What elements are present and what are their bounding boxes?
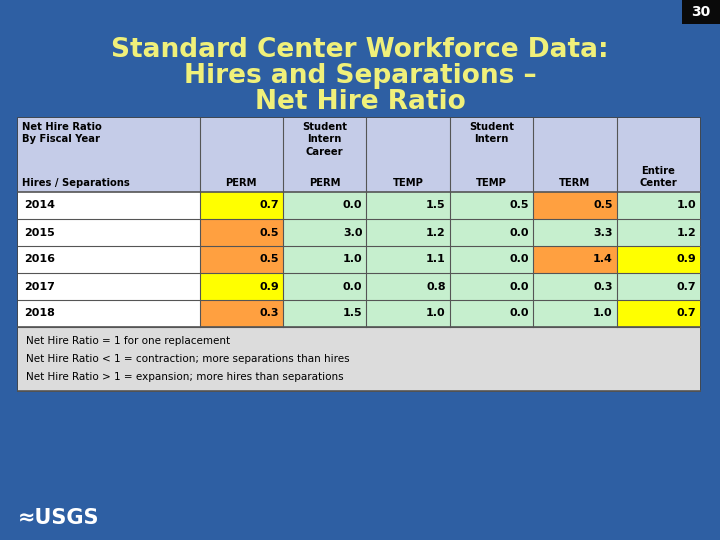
Bar [534,219,616,246]
Text: ≈USGS: ≈USGS [18,508,99,528]
Text: 0.7: 0.7 [676,281,696,292]
Text: TERM: TERM [559,178,590,188]
Text: 0.8: 0.8 [426,281,446,292]
Text: 3.0: 3.0 [343,227,362,238]
Bar [18,192,199,219]
Text: Standard Center Workforce Data:: Standard Center Workforce Data: [111,37,609,63]
Text: 1.5: 1.5 [343,308,362,319]
Text: 1.0: 1.0 [343,254,362,265]
Text: Hires / Separations: Hires / Separations [22,178,130,188]
Text: 0.0: 0.0 [510,281,529,292]
Bar [366,246,450,273]
Text: 0.0: 0.0 [343,281,362,292]
Bar [616,192,700,219]
Text: 0.7: 0.7 [259,200,279,211]
Text: Hires and Separations –: Hires and Separations – [184,63,536,89]
Text: Net Hire Ratio: Net Hire Ratio [255,89,465,115]
Bar [199,192,283,219]
Text: 1.4: 1.4 [593,254,613,265]
Text: Net Hire Ratio > 1 = expansion; more hires than separations: Net Hire Ratio > 1 = expansion; more hir… [26,372,343,382]
Bar [616,219,700,246]
Bar [18,273,199,300]
Bar [283,219,366,246]
Bar [450,273,534,300]
Text: 1.0: 1.0 [593,308,613,319]
Bar [199,300,283,327]
Bar [199,273,283,300]
Text: 0.5: 0.5 [510,200,529,211]
Bar [283,273,366,300]
Text: 0.5: 0.5 [259,254,279,265]
Text: 2015: 2015 [24,227,55,238]
Text: 0.9: 0.9 [676,254,696,265]
Bar [18,118,700,192]
Text: 0.0: 0.0 [343,200,362,211]
Bar [450,246,534,273]
Bar [283,246,366,273]
Bar [450,192,534,219]
Text: Net Hire Ratio
By Fiscal Year: Net Hire Ratio By Fiscal Year [22,122,102,144]
Text: 0.5: 0.5 [593,200,613,211]
Text: 2014: 2014 [24,200,55,211]
Text: 1.2: 1.2 [676,227,696,238]
Text: 1.0: 1.0 [426,308,446,319]
Text: TEMP: TEMP [476,178,507,188]
Bar [366,192,450,219]
Bar [534,273,616,300]
Bar [18,327,700,391]
Text: Student
Intern: Student Intern [469,122,514,144]
Bar [616,246,700,273]
Text: 2016: 2016 [24,254,55,265]
Bar [534,192,616,219]
Bar [18,300,199,327]
Bar [199,246,283,273]
Text: Net Hire Ratio = 1 for one replacement: Net Hire Ratio = 1 for one replacement [26,336,230,346]
Bar [18,246,199,273]
Text: 1.5: 1.5 [426,200,446,211]
Text: 2017: 2017 [24,281,55,292]
Bar [366,273,450,300]
Bar [283,300,366,327]
Text: TEMP: TEMP [392,178,423,188]
Bar [534,246,616,273]
Bar [18,118,700,391]
Text: 0.0: 0.0 [510,254,529,265]
Text: PERM: PERM [309,178,341,188]
Bar [534,300,616,327]
Text: 0.0: 0.0 [510,227,529,238]
Text: 0.0: 0.0 [510,308,529,319]
Bar [199,219,283,246]
Text: Student
Intern
Career: Student Intern Career [302,122,347,157]
Bar [18,219,199,246]
Text: 2018: 2018 [24,308,55,319]
Text: 30: 30 [691,5,711,19]
Text: Net Hire Ratio < 1 = contraction; more separations than hires: Net Hire Ratio < 1 = contraction; more s… [26,354,350,364]
Text: 0.7: 0.7 [676,308,696,319]
Text: 0.3: 0.3 [259,308,279,319]
Text: PERM: PERM [225,178,257,188]
Text: 1.2: 1.2 [426,227,446,238]
Text: 0.3: 0.3 [593,281,613,292]
Text: Entire
Center: Entire Center [639,166,678,188]
Text: 3.3: 3.3 [593,227,613,238]
Bar [450,219,534,246]
Bar [366,219,450,246]
Bar [283,192,366,219]
Bar [682,0,720,24]
Bar [616,273,700,300]
Bar [450,300,534,327]
Text: 0.5: 0.5 [259,227,279,238]
Text: 0.9: 0.9 [259,281,279,292]
Bar [366,300,450,327]
Text: 1.1: 1.1 [426,254,446,265]
Bar [616,300,700,327]
Text: 1.0: 1.0 [676,200,696,211]
